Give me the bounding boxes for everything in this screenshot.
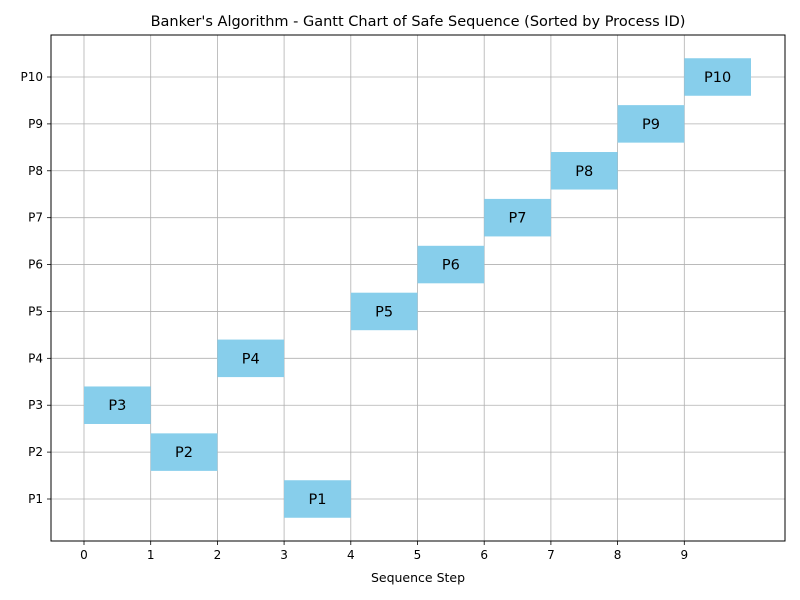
bar-p5 [350, 292, 418, 331]
y-tick-label: P4 [28, 351, 43, 365]
x-tick-label: 7 [547, 548, 555, 562]
bar-p7 [484, 198, 551, 237]
bar-p6 [417, 245, 485, 284]
bar-label: P2 [175, 445, 193, 461]
bar-label: P4 [242, 351, 260, 367]
bar-p8 [550, 152, 618, 190]
axes: 0 1 2 3 4 5 6 7 8 9 P1 P2 P3 P4 P5 P6 P7 P8 P9 P10 [20, 70, 688, 562]
x-tick-label: 8 [614, 548, 622, 562]
x-tick-label: 3 [280, 548, 288, 562]
x-tick-label: 5 [414, 548, 422, 562]
y-tick-label: P8 [28, 164, 43, 178]
y-tick-label: P2 [28, 445, 43, 459]
x-tick-label: 0 [80, 548, 88, 562]
x-tick-label: 6 [480, 548, 488, 562]
bar-label: P1 [308, 492, 326, 508]
x-tick-label: 2 [214, 548, 222, 562]
x-tick-label: 4 [347, 548, 355, 562]
bar-label: P7 [509, 211, 527, 227]
y-tick-label: P6 [28, 258, 43, 272]
bar-label: P3 [108, 398, 126, 414]
bar-label: P8 [575, 164, 593, 180]
bar-p9 [617, 105, 685, 143]
x-tick-label: 1 [147, 548, 155, 562]
y-tick-label: P7 [28, 211, 43, 225]
bars: P3 P2 P4 P1 P5 P6 P7 P8 P9 P10 [84, 58, 751, 518]
bar-p3 [84, 386, 151, 424]
bar-label: P10 [704, 70, 731, 86]
y-tick-label: P3 [28, 398, 43, 412]
bar-label: P5 [375, 304, 393, 320]
bar-label: P6 [442, 258, 460, 274]
x-axis-label: Sequence Step [371, 570, 465, 585]
bar-p2 [150, 433, 218, 471]
y-tick-label: P5 [28, 304, 43, 318]
bar-p10 [684, 58, 751, 96]
plot-area-frame [50, 34, 786, 542]
bar-label: P9 [642, 117, 660, 133]
x-tick-label: 9 [680, 548, 688, 562]
bar-p1 [284, 480, 351, 518]
bar-p4 [217, 339, 285, 378]
chart-title: Banker's Algorithm - Gantt Chart of Safe… [151, 14, 686, 30]
y-tick-label: P1 [28, 492, 43, 506]
y-tick-label: P9 [28, 117, 43, 131]
y-tick-label: P10 [20, 70, 43, 84]
